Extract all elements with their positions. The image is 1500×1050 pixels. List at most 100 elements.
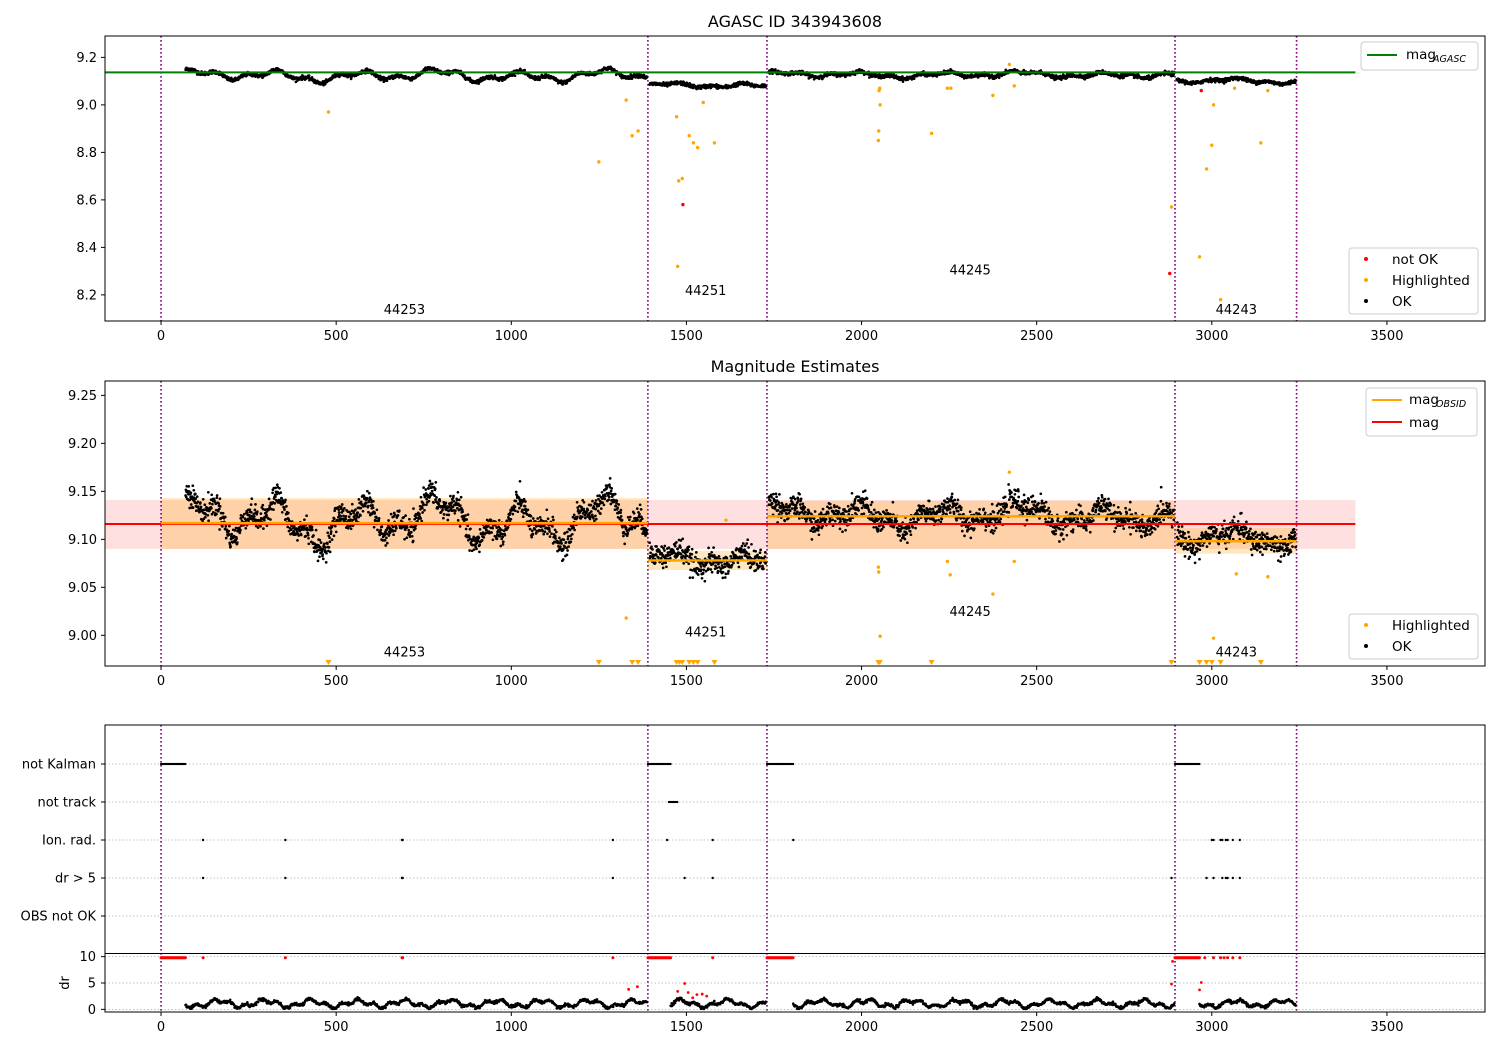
ok-point: [495, 537, 499, 541]
ok-point: [385, 541, 389, 545]
ok-point: [410, 534, 414, 538]
ok-point: [554, 537, 557, 540]
ok-point: [523, 68, 527, 72]
ok-point: [215, 496, 219, 500]
x-tick-label: 1000: [495, 329, 528, 344]
ok-point: [589, 510, 593, 513]
ok-point: [478, 528, 482, 531]
ok-point: [208, 502, 212, 505]
ok-point: [322, 542, 326, 546]
ok-point: [269, 518, 272, 521]
ok-point: [324, 561, 328, 564]
highlighted-point: [1012, 84, 1016, 88]
ok-point: [490, 531, 493, 534]
ok-point: [359, 500, 363, 504]
ok-point: [545, 508, 549, 512]
ok-point: [645, 75, 649, 79]
ok-point: [361, 509, 365, 513]
highlighted-point: [636, 129, 640, 133]
legend-mag-agasc: mag AGASC: [1360, 41, 1479, 71]
ok-point: [559, 545, 562, 548]
ok-point: [509, 517, 513, 521]
y-tick-label: 9.2: [76, 51, 97, 66]
ok-point: [339, 505, 343, 509]
ok-point: [253, 508, 257, 512]
ok-point: [475, 547, 478, 551]
ok-point: [256, 526, 260, 529]
ok-point: [589, 503, 593, 507]
ok-point: [201, 497, 205, 501]
ok-point: [562, 538, 566, 542]
ok-point: [528, 527, 532, 531]
ok-point: [608, 483, 611, 487]
ok-point: [566, 549, 569, 552]
ok-point: [538, 516, 542, 519]
ok-point: [262, 527, 265, 530]
ok-point: [558, 536, 561, 540]
obsid-label: 44243: [1216, 303, 1257, 318]
ok-point: [1293, 81, 1297, 85]
ok-point: [421, 511, 424, 514]
ok-point: [371, 504, 374, 507]
y-tick-label: 8.2: [76, 288, 97, 303]
ok-point: [312, 534, 315, 537]
ok-point: [414, 527, 417, 530]
ok-point: [438, 499, 442, 503]
ok-point: [561, 558, 565, 561]
legend-label: not OK: [1392, 252, 1439, 268]
ok-point: [328, 536, 331, 540]
ok-point: [419, 517, 423, 520]
ok-point: [299, 533, 303, 537]
ok-point: [518, 506, 521, 510]
ok-point: [601, 501, 604, 504]
ok-point: [216, 509, 220, 513]
ok-point: [366, 504, 370, 508]
ok-point: [364, 501, 368, 505]
ok-point: [570, 532, 574, 536]
ok-point: [218, 497, 222, 501]
ok-point: [323, 82, 327, 86]
ok-point: [279, 491, 283, 494]
obsid-label: 44245: [949, 264, 990, 279]
ok-point: [583, 516, 587, 520]
x-tick-label: 500: [324, 329, 349, 344]
ok-point: [553, 534, 557, 538]
ok-point: [339, 514, 343, 518]
ok-point: [211, 502, 214, 506]
panel-agasc: AGASC ID 343943608 44253442514424544243 …: [76, 12, 1486, 344]
ok-point: [307, 542, 311, 546]
ok-point: [379, 528, 383, 532]
x-tick-label: 3000: [1195, 329, 1228, 344]
ok-point: [187, 485, 191, 488]
ok-point: [411, 539, 415, 543]
ok-point: [203, 503, 207, 507]
ok-point: [363, 504, 367, 508]
ok-point: [297, 534, 301, 537]
ok-point: [478, 543, 482, 547]
ok-point: [230, 532, 233, 536]
ok-point: [380, 525, 384, 528]
ok-point: [395, 526, 398, 530]
ok-point: [562, 547, 565, 551]
ok-point: [206, 513, 210, 517]
ok-point: [521, 515, 525, 519]
ok-point: [432, 501, 435, 504]
ok-point: [514, 499, 518, 503]
legend-marker: [1364, 278, 1368, 282]
highlighted-point: [878, 86, 882, 90]
ok-point: [265, 514, 268, 517]
ok-point: [764, 84, 768, 88]
ok-point: [621, 525, 624, 529]
ok-point: [278, 486, 281, 490]
ok-point: [622, 534, 625, 538]
x-tick-label: 3500: [1370, 329, 1403, 344]
highlighted-point: [677, 179, 681, 183]
ok-point: [609, 489, 613, 493]
ok-point: [531, 517, 535, 520]
ok-point: [456, 490, 460, 494]
ok-point: [367, 491, 371, 495]
ok-point: [373, 512, 377, 515]
ok-point: [407, 528, 411, 532]
ok-point: [332, 534, 336, 538]
